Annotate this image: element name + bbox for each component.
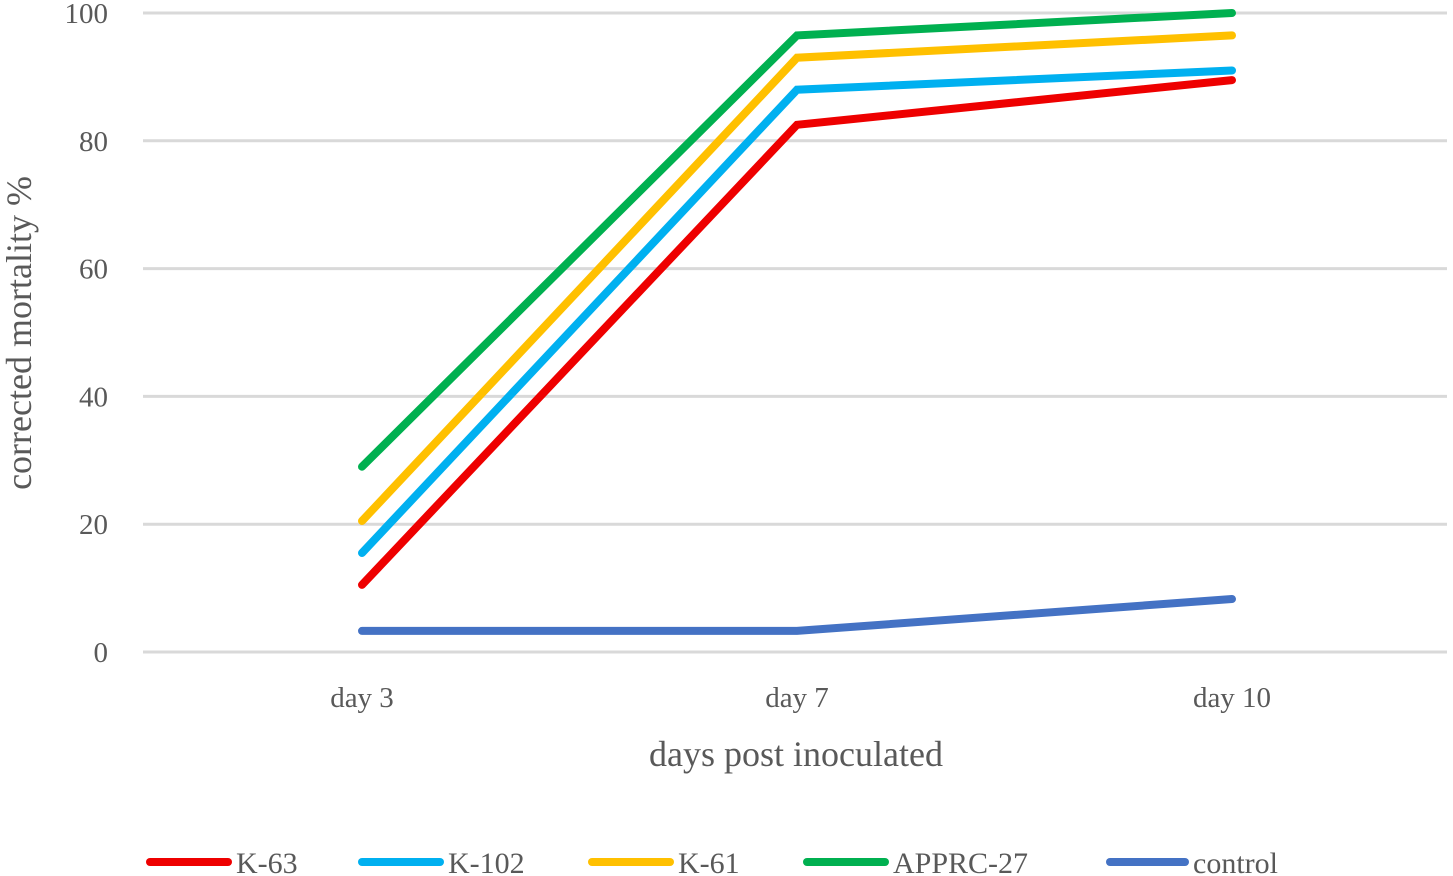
x-tick-label: day 10 (1193, 682, 1271, 714)
legend-label: K-102 (448, 847, 525, 876)
legend-item-k-63: K-63 (146, 847, 298, 876)
legend-item-k-102: K-102 (358, 847, 525, 876)
legend-label: APPRC-27 (893, 847, 1028, 876)
y-tick-label: 20 (79, 509, 108, 541)
x-axis-ticks: day 3 day 7 day 10 (330, 682, 1271, 714)
y-tick-label: 60 (79, 254, 108, 286)
x-tick-label: day 7 (765, 682, 829, 714)
series-line-k-61 (358, 31, 1236, 525)
y-axis-ticks: 0 20 40 60 80 100 (65, 0, 109, 669)
legend-item-k-61: K-61 (588, 847, 740, 876)
legend: K-63 K-102 K-61 APPRC-27 control (146, 847, 1278, 876)
series-line-apprc-27 (358, 9, 1236, 471)
series-lines (358, 9, 1236, 635)
y-axis-title: corrected mortality % (0, 176, 39, 490)
legend-label: K-63 (236, 847, 298, 876)
y-tick-label: 0 (94, 637, 109, 669)
gridlines (143, 11, 1447, 654)
x-axis-title: days post inoculated (649, 734, 943, 774)
x-tick-label: day 3 (330, 682, 394, 714)
y-tick-label: 40 (79, 381, 108, 413)
series-line-control (358, 595, 1236, 635)
series-line-k-63 (358, 76, 1236, 589)
legend-item-apprc-27: APPRC-27 (803, 847, 1028, 876)
legend-label: control (1193, 847, 1278, 876)
legend-label: K-61 (678, 847, 740, 876)
y-tick-label: 100 (65, 0, 109, 30)
legend-item-control: control (1106, 847, 1278, 876)
y-tick-label: 80 (79, 126, 108, 158)
series-line-k-102 (358, 66, 1236, 557)
